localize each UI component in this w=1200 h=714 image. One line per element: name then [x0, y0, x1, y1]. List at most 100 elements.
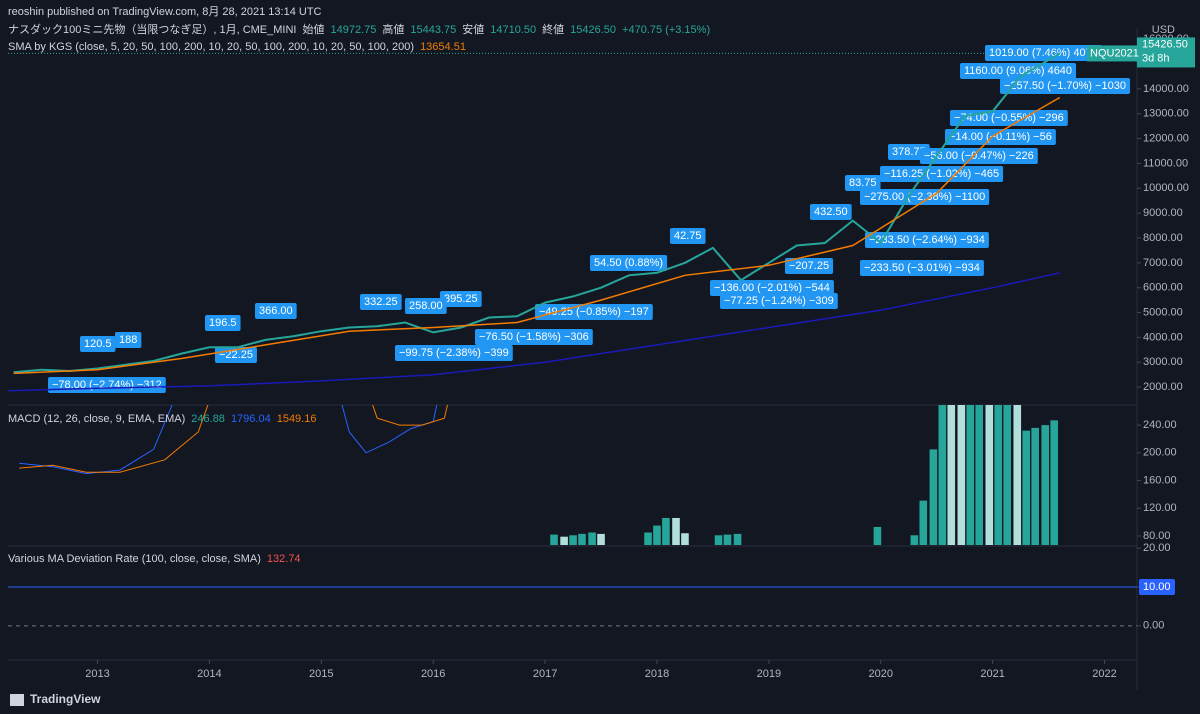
- currency: USD: [1152, 24, 1175, 36]
- y-tick-label: 8000.00: [1143, 232, 1183, 244]
- annotation-box: [920, 148, 1038, 164]
- histogram-bar: [569, 535, 577, 545]
- annotation: −77.25 (−1.24%) −309: [720, 293, 838, 309]
- histogram-bar: [723, 534, 732, 545]
- y-tick-label: 11000.00: [1143, 157, 1188, 169]
- annotation-box: [205, 315, 241, 331]
- annotation: −136.00 (−2.01%) −544: [710, 280, 834, 296]
- y-tick-label: 14000.00: [1143, 83, 1189, 95]
- annotation: 432.50: [810, 204, 852, 220]
- histogram-bar: [644, 532, 652, 545]
- x-tick-label: 2019: [757, 668, 781, 680]
- x-tick-label: 2013: [85, 668, 109, 680]
- annotation: −78.00 (−2.74%) −312: [48, 377, 166, 393]
- annotation: −233.50 (−2.64%) −934: [865, 232, 989, 248]
- annotation: 258.00: [405, 298, 447, 314]
- annotation-box: [720, 293, 838, 309]
- header-text: 高値: [382, 22, 404, 36]
- annotation-box: [865, 232, 989, 248]
- annotation: −275.00 (−2.38%) −1100: [860, 189, 990, 205]
- x-tick-label: 2020: [869, 668, 893, 680]
- annotation-label: 378.75: [892, 146, 926, 158]
- indicator-title: Various MA Deviation Rate (100, close, c…: [8, 553, 261, 565]
- y-tick-label: 120.00: [1143, 502, 1177, 514]
- annotation-label: −56.00 (−0.47%) −226: [924, 150, 1034, 162]
- x-tick-label: 2018: [645, 668, 669, 680]
- y-tick-label: 0.00: [1143, 620, 1164, 632]
- annotation: −56.00 (−0.47%) −226: [920, 148, 1038, 164]
- annotation-box: [845, 175, 881, 191]
- header-text: 14972.75: [330, 24, 376, 36]
- y-tick-label: 80.00: [1143, 530, 1171, 542]
- annotation-box: [255, 303, 297, 319]
- header-text: 始値: [302, 22, 324, 36]
- histogram-bar: [714, 535, 723, 545]
- annotation: −49.25 (−0.85%) −197: [535, 304, 653, 320]
- histogram-bar: [550, 534, 558, 545]
- y-tick-label: 7000.00: [1143, 257, 1183, 269]
- symbol-tag-box: [1087, 45, 1137, 62]
- annotation-box: [710, 280, 834, 296]
- histogram-bar: [1041, 425, 1050, 545]
- annotation-box: [670, 228, 706, 244]
- y-tick-label: 12000.00: [1143, 132, 1189, 144]
- annotation-box: [395, 345, 513, 361]
- y-tick-label: 10000.00: [1143, 182, 1189, 194]
- x-tick-label: 2016: [421, 668, 445, 680]
- histogram-bar: [919, 500, 928, 545]
- annotation-box: [535, 304, 653, 320]
- annotation-label: −233.50 (−2.64%) −934: [869, 234, 985, 246]
- annotation: 54.50 (0.88%): [590, 255, 668, 271]
- histogram-bar: [1031, 427, 1039, 545]
- annotation-label: 258.00: [409, 300, 443, 312]
- annotation-box: [945, 129, 1056, 145]
- histogram-bar: [947, 405, 956, 545]
- histogram-bar: [733, 533, 742, 545]
- annotation-box: [115, 332, 142, 348]
- y-tick-label: 240.00: [1143, 419, 1177, 431]
- annotation-label: 1019.00 (7.46%) 4076: [989, 47, 1098, 59]
- annotation: −74.00 (−0.55%) −296: [950, 110, 1068, 126]
- series-line: [19, 405, 438, 475]
- histogram-bar: [994, 405, 1003, 545]
- annotation-label: −14.00 (−0.11%) −56: [949, 131, 1052, 143]
- symbol-tag: NQU2021: [1090, 47, 1139, 59]
- y-tick-label: 20.00: [1143, 542, 1171, 554]
- annotation-label: −77.25 (−1.24%) −309: [724, 295, 834, 307]
- indicator-value: 1549.16: [277, 413, 317, 425]
- annotation-label: 1160.00 (9.06%) 4640: [964, 65, 1072, 77]
- annotation-box: [888, 144, 930, 160]
- header-text: 終値: [542, 22, 564, 36]
- header-text: 14710.50: [490, 24, 536, 36]
- x-tick-label: 2021: [980, 668, 1004, 680]
- annotation: −207.25: [785, 258, 834, 274]
- header-text: SMA by KGS (close, 5, 20, 50, 100, 200, …: [8, 41, 414, 53]
- histogram-bar: [1022, 430, 1031, 545]
- x-tick-label: 2015: [309, 668, 333, 680]
- header-text: 15443.75: [410, 24, 456, 36]
- header-text: 15426.50: [570, 24, 616, 36]
- header-text: 13654.51: [420, 41, 466, 53]
- annotation-label: 188: [119, 334, 137, 346]
- y-tick-label: 5000.00: [1143, 306, 1183, 318]
- y-tick-label: 6000.00: [1143, 282, 1183, 294]
- annotation-box: [785, 258, 834, 274]
- annotation: −14.00 (−0.11%) −56: [945, 129, 1056, 145]
- histogram-bar: [957, 405, 966, 545]
- annotation-label: −275.00 (−2.38%) −1100: [864, 191, 985, 203]
- x-tick-label: 2017: [533, 668, 557, 680]
- histogram-bar: [1013, 405, 1022, 545]
- annotation-label: 120.5: [84, 338, 112, 350]
- annotation-box: [405, 298, 447, 314]
- annotation-label: −76.50 (−1.58%) −306: [479, 331, 589, 343]
- annotation-label: 366.00: [259, 305, 293, 317]
- annotation-label: −116.25 (−1.02%) −465: [884, 168, 999, 180]
- y-tick-label: 13000.00: [1143, 108, 1189, 120]
- indicator-value: 1796.04: [231, 413, 271, 425]
- annotation: 1160.00 (9.06%) 4640: [960, 63, 1077, 79]
- series-line: [13, 96, 1061, 375]
- last-price-box: [1137, 37, 1195, 68]
- annotation: 83.75: [845, 175, 881, 191]
